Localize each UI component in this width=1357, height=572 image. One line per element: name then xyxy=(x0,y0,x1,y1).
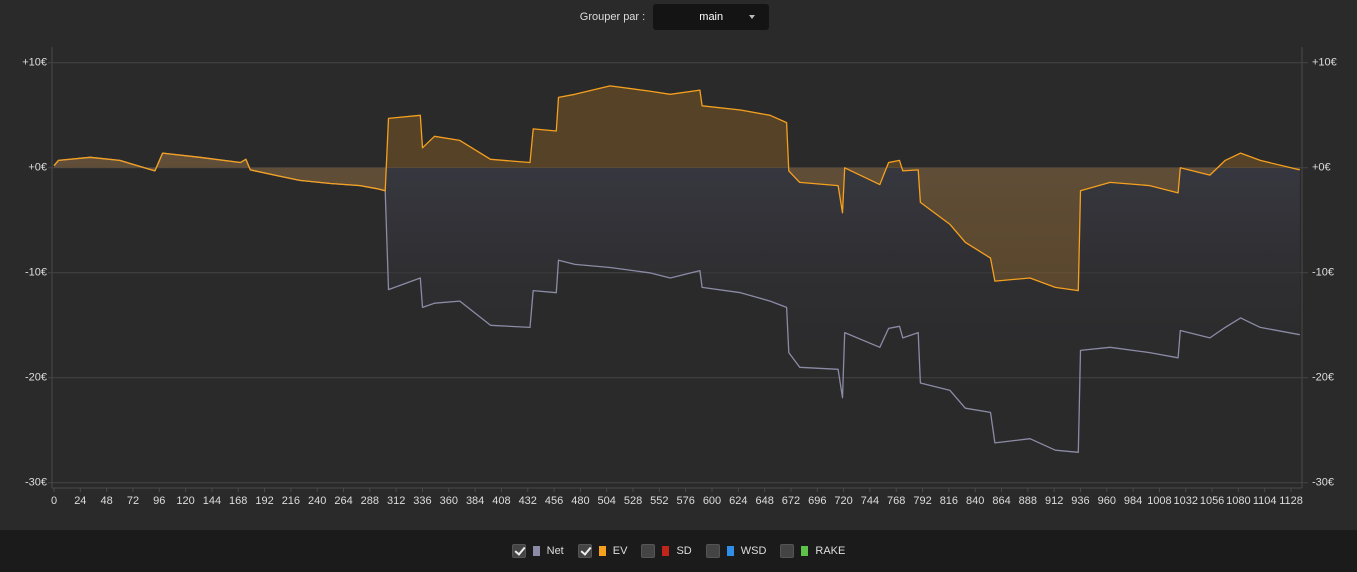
x-tick-label: 456 xyxy=(545,495,563,507)
series-area xyxy=(54,153,1300,453)
x-tick-label: 936 xyxy=(1071,495,1089,507)
x-tick-label: 24 xyxy=(74,495,86,507)
x-tick-label: 72 xyxy=(127,495,139,507)
y2-tick-label: -20€ xyxy=(1312,372,1334,384)
x-tick-label: 168 xyxy=(229,495,247,507)
x-tick-label: 672 xyxy=(782,495,800,507)
x-tick-label: 528 xyxy=(624,495,642,507)
group-by-value: main xyxy=(699,11,724,23)
x-tick-label: 624 xyxy=(729,495,747,507)
x-tick-label: 1104 xyxy=(1253,495,1277,507)
legend-checkbox[interactable] xyxy=(511,544,526,558)
x-tick-label: 336 xyxy=(413,495,431,507)
x-tick-label: 240 xyxy=(308,495,326,507)
legend: Net EV SD WSD RAKE xyxy=(0,530,1357,572)
x-tick-label: 144 xyxy=(203,495,221,507)
x-tick-label: 504 xyxy=(598,495,616,507)
x-tick-label: 1080 xyxy=(1226,495,1250,507)
x-tick-label: 48 xyxy=(101,495,113,507)
x-tick-label: 816 xyxy=(940,495,958,507)
x-tick-label: 864 xyxy=(992,495,1010,507)
y-tick-label: +0€ xyxy=(28,162,47,174)
legend-item: EV xyxy=(577,544,628,558)
x-tick-label: 0 xyxy=(51,495,57,507)
legend-checkbox[interactable] xyxy=(780,544,795,558)
legend-checkbox[interactable] xyxy=(577,544,592,558)
y-tick-label: -10€ xyxy=(25,267,47,279)
group-by-label: Grouper par : xyxy=(579,11,646,23)
legend-swatch xyxy=(662,546,670,556)
y2-tick-label: -30€ xyxy=(1312,477,1334,489)
legend-label: EV xyxy=(612,545,628,557)
series-area xyxy=(54,85,1300,291)
y-tick-label: -30€ xyxy=(25,477,47,489)
legend-item: SD xyxy=(641,544,692,558)
legend-swatch xyxy=(598,546,606,556)
x-tick-label: 264 xyxy=(334,495,352,507)
toolbar: Grouper par : main xyxy=(0,4,1357,30)
x-tick-label: 120 xyxy=(176,495,194,507)
x-tick-label: 552 xyxy=(650,495,668,507)
x-tick-label: 744 xyxy=(861,495,879,507)
x-tick-label: 408 xyxy=(492,495,510,507)
y2-tick-label: -10€ xyxy=(1312,267,1334,279)
x-tick-label: 696 xyxy=(808,495,826,507)
legend-swatch xyxy=(532,546,540,556)
x-tick-label: 360 xyxy=(440,495,458,507)
x-tick-label: 648 xyxy=(755,495,773,507)
x-tick-label: 576 xyxy=(676,495,694,507)
y2-tick-label: +10€ xyxy=(1312,57,1337,69)
x-tick-label: 480 xyxy=(571,495,589,507)
x-tick-label: 192 xyxy=(255,495,273,507)
x-tick-label: 912 xyxy=(1045,495,1063,507)
x-tick-label: 384 xyxy=(466,495,484,507)
y-tick-label: +10€ xyxy=(22,57,47,69)
x-tick-label: 720 xyxy=(834,495,852,507)
legend-label: WSD xyxy=(740,545,767,557)
x-tick-label: 1128 xyxy=(1279,495,1303,507)
legend-label: RAKE xyxy=(815,545,846,557)
legend-item: Net xyxy=(511,544,564,558)
y2-tick-label: +0€ xyxy=(1312,162,1331,174)
x-tick-label: 1008 xyxy=(1147,495,1171,507)
x-tick-label: 984 xyxy=(1124,495,1142,507)
chart: +10€ +10€ +0€ +0€ -10€ -10€ -20€ -20€ -30€ -30€ 0 2… xyxy=(22,47,1337,507)
legend-checkbox[interactable] xyxy=(641,544,656,558)
legend-swatch xyxy=(801,546,809,556)
x-tick-label: 1056 xyxy=(1200,495,1224,507)
x-tick-label: 96 xyxy=(153,495,165,507)
x-tick-label: 1032 xyxy=(1174,495,1198,507)
x-tick-label: 312 xyxy=(387,495,405,507)
x-tick-label: 288 xyxy=(361,495,379,507)
x-tick-label: 792 xyxy=(913,495,931,507)
legend-label: SD xyxy=(676,545,692,557)
y-tick-label: -20€ xyxy=(25,372,47,384)
x-tick-label: 768 xyxy=(887,495,905,507)
legend-label: Net xyxy=(546,545,564,557)
legend-checkbox[interactable] xyxy=(705,544,720,558)
legend-swatch xyxy=(726,546,734,556)
series-line xyxy=(53,85,1300,292)
x-tick-label: 216 xyxy=(282,495,300,507)
x-tick-label: 600 xyxy=(703,495,721,507)
legend-item: RAKE xyxy=(780,544,845,558)
legend-item: WSD xyxy=(705,544,767,558)
x-tick-label: 888 xyxy=(1019,495,1037,507)
x-tick-label: 960 xyxy=(1098,495,1116,507)
x-tick-label: 432 xyxy=(519,495,537,507)
group-by-select[interactable]: main xyxy=(653,4,770,30)
x-tick-label: 840 xyxy=(966,495,984,507)
